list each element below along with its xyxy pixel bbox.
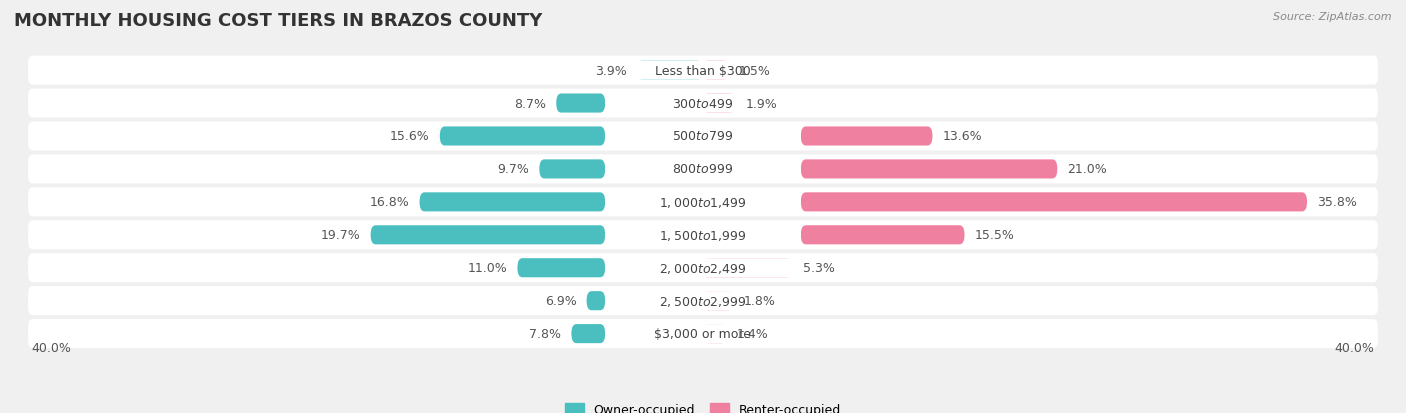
- Text: $1,000 to $1,499: $1,000 to $1,499: [659, 195, 747, 209]
- Text: 1.4%: 1.4%: [737, 328, 769, 340]
- Text: $800 to $999: $800 to $999: [672, 163, 734, 176]
- FancyBboxPatch shape: [801, 193, 1308, 212]
- FancyBboxPatch shape: [605, 94, 801, 113]
- FancyBboxPatch shape: [801, 225, 965, 245]
- Text: $2,500 to $2,999: $2,500 to $2,999: [659, 294, 747, 308]
- Text: 11.0%: 11.0%: [468, 261, 508, 275]
- FancyBboxPatch shape: [28, 122, 1378, 151]
- FancyBboxPatch shape: [571, 324, 605, 343]
- FancyBboxPatch shape: [28, 89, 1378, 118]
- Text: Less than $300: Less than $300: [655, 64, 751, 77]
- FancyBboxPatch shape: [28, 287, 1378, 316]
- Text: MONTHLY HOUSING COST TIERS IN BRAZOS COUNTY: MONTHLY HOUSING COST TIERS IN BRAZOS COU…: [14, 12, 543, 30]
- Text: 5.3%: 5.3%: [803, 261, 834, 275]
- FancyBboxPatch shape: [605, 160, 801, 179]
- FancyBboxPatch shape: [586, 292, 605, 311]
- FancyBboxPatch shape: [28, 188, 1378, 217]
- FancyBboxPatch shape: [605, 193, 801, 212]
- Legend: Owner-occupied, Renter-occupied: Owner-occupied, Renter-occupied: [565, 403, 841, 413]
- FancyBboxPatch shape: [605, 62, 801, 81]
- Text: 1.5%: 1.5%: [738, 64, 770, 77]
- Text: 21.0%: 21.0%: [1067, 163, 1107, 176]
- FancyBboxPatch shape: [517, 259, 605, 278]
- FancyBboxPatch shape: [371, 225, 605, 245]
- Text: $2,000 to $2,499: $2,000 to $2,499: [659, 261, 747, 275]
- FancyBboxPatch shape: [28, 319, 1378, 348]
- FancyBboxPatch shape: [419, 193, 605, 212]
- FancyBboxPatch shape: [605, 259, 801, 278]
- Text: 9.7%: 9.7%: [498, 163, 529, 176]
- FancyBboxPatch shape: [605, 324, 801, 343]
- Text: 15.5%: 15.5%: [974, 229, 1015, 242]
- Text: 35.8%: 35.8%: [1317, 196, 1357, 209]
- FancyBboxPatch shape: [28, 254, 1378, 282]
- Text: $1,500 to $1,999: $1,500 to $1,999: [659, 228, 747, 242]
- FancyBboxPatch shape: [703, 292, 734, 311]
- FancyBboxPatch shape: [703, 62, 728, 81]
- FancyBboxPatch shape: [605, 292, 801, 311]
- FancyBboxPatch shape: [28, 155, 1378, 184]
- FancyBboxPatch shape: [28, 221, 1378, 250]
- FancyBboxPatch shape: [801, 160, 1057, 179]
- Text: 19.7%: 19.7%: [321, 229, 360, 242]
- FancyBboxPatch shape: [637, 62, 703, 81]
- Text: 40.0%: 40.0%: [1334, 341, 1375, 354]
- FancyBboxPatch shape: [703, 259, 793, 278]
- FancyBboxPatch shape: [703, 94, 735, 113]
- FancyBboxPatch shape: [801, 127, 932, 146]
- Text: 6.9%: 6.9%: [544, 294, 576, 307]
- FancyBboxPatch shape: [28, 57, 1378, 85]
- FancyBboxPatch shape: [605, 127, 801, 146]
- Text: 16.8%: 16.8%: [370, 196, 409, 209]
- FancyBboxPatch shape: [540, 160, 605, 179]
- Text: 8.7%: 8.7%: [515, 97, 546, 110]
- Text: 40.0%: 40.0%: [31, 341, 72, 354]
- FancyBboxPatch shape: [557, 94, 605, 113]
- Text: $500 to $799: $500 to $799: [672, 130, 734, 143]
- Text: $3,000 or more: $3,000 or more: [655, 328, 751, 340]
- FancyBboxPatch shape: [703, 324, 727, 343]
- FancyBboxPatch shape: [605, 225, 801, 245]
- Text: Source: ZipAtlas.com: Source: ZipAtlas.com: [1274, 12, 1392, 22]
- Text: 1.8%: 1.8%: [744, 294, 775, 307]
- FancyBboxPatch shape: [440, 127, 605, 146]
- Text: 3.9%: 3.9%: [595, 64, 627, 77]
- Text: 13.6%: 13.6%: [942, 130, 983, 143]
- Text: 15.6%: 15.6%: [389, 130, 430, 143]
- Text: $300 to $499: $300 to $499: [672, 97, 734, 110]
- Text: 7.8%: 7.8%: [529, 328, 561, 340]
- Text: 1.9%: 1.9%: [745, 97, 778, 110]
